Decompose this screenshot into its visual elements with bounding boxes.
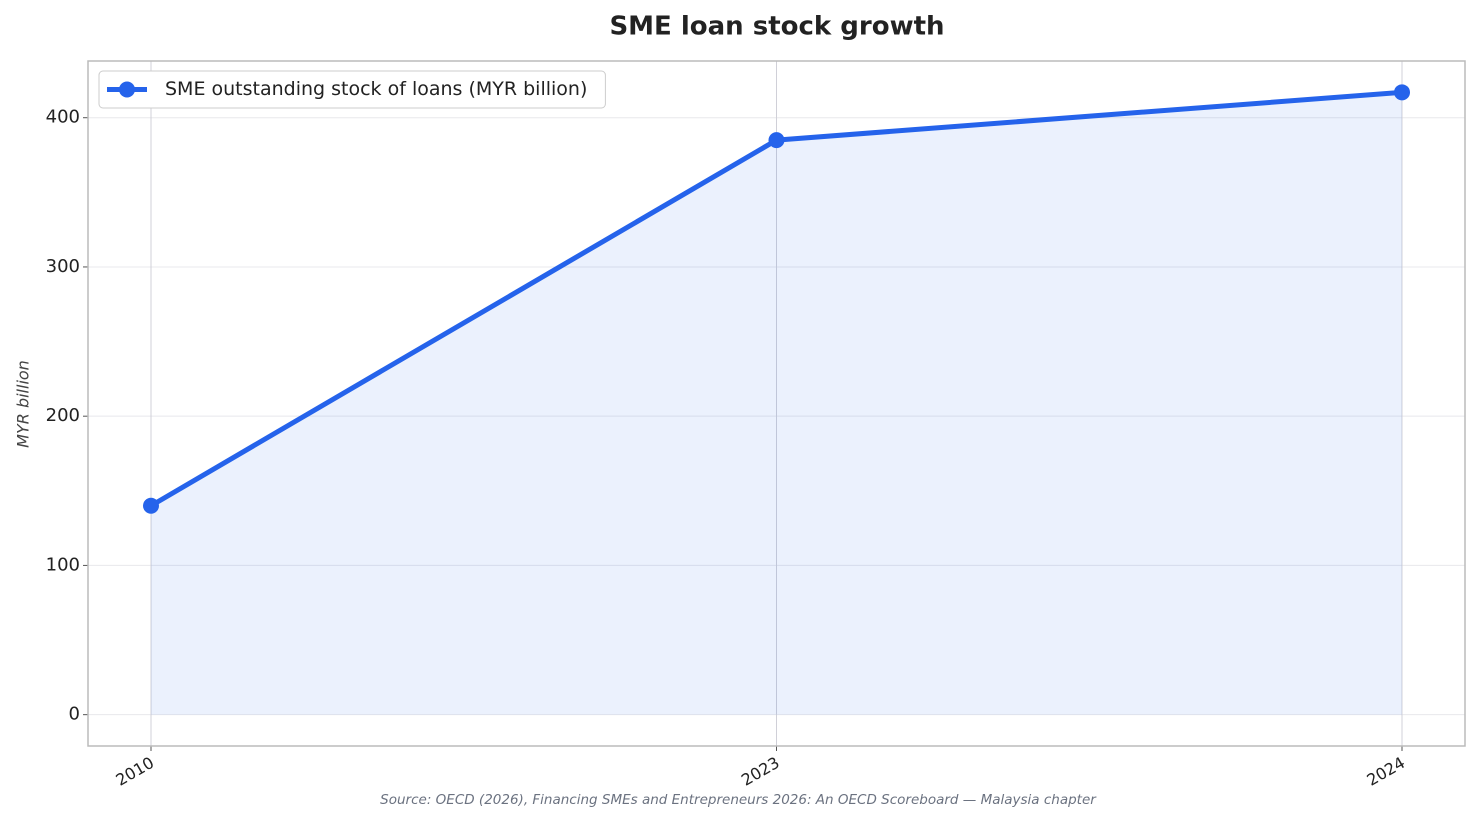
legend-marker: [119, 81, 135, 98]
y-tick-label: 200: [46, 405, 80, 426]
chart-title: SME loan stock growth: [609, 12, 944, 42]
y-tick-label: 400: [46, 107, 80, 128]
area: [151, 92, 1402, 715]
legend-label: SME outstanding stock of loans (MYR bill…: [165, 78, 587, 100]
y-tick-label: 0: [69, 704, 80, 725]
y-tick-label: 300: [46, 256, 80, 277]
y-tick-label: 100: [46, 554, 80, 575]
legend: SME outstanding stock of loans (MYR bill…: [98, 70, 606, 109]
legend-box: [98, 70, 606, 109]
marker: [143, 497, 159, 514]
source-note: Source: OECD (2026), Financing SMEs and …: [380, 792, 1097, 808]
marker: [768, 132, 785, 149]
y-axis-label: MYR billion: [14, 360, 33, 448]
marker: [1394, 84, 1410, 101]
plot-frame: [87, 60, 1466, 747]
